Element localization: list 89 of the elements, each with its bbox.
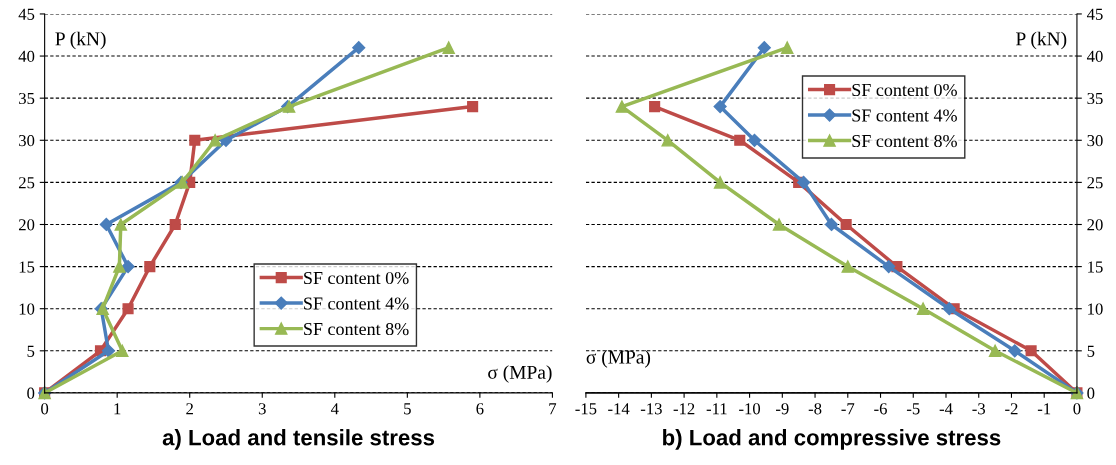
x-tick-label: -4 xyxy=(939,403,953,415)
y2-tick-label: 30 xyxy=(1087,134,1103,147)
point xyxy=(99,217,113,232)
y-tick-label: 30 xyxy=(19,134,35,147)
point xyxy=(144,261,156,273)
point xyxy=(1008,344,1022,358)
point xyxy=(352,41,366,55)
point xyxy=(101,344,116,358)
point xyxy=(116,344,129,358)
y-tick-label: 5 xyxy=(27,345,35,357)
point xyxy=(169,218,181,231)
x-tick-label: -2 xyxy=(1005,403,1018,415)
point xyxy=(757,41,771,55)
point xyxy=(713,100,727,114)
point xyxy=(114,218,128,231)
y-tick-label: 20 xyxy=(18,219,35,231)
point xyxy=(882,260,896,274)
text: b) Load and compressive stress xyxy=(663,429,1001,450)
point xyxy=(988,344,1002,358)
point xyxy=(467,101,479,113)
x-tick-label: 0 xyxy=(1073,403,1081,415)
y2-tick-label: 40 xyxy=(1086,50,1103,62)
point xyxy=(615,100,629,113)
point xyxy=(780,41,794,54)
legend-label: SF content 8% xyxy=(852,134,957,148)
point xyxy=(840,218,852,231)
point xyxy=(824,217,839,232)
point xyxy=(734,134,746,146)
x-tick-label: -15 xyxy=(575,403,597,415)
x-axis-title: σ (MPa) xyxy=(488,365,552,383)
x-tick-label: 1 xyxy=(114,403,121,415)
y-tick-label: 40 xyxy=(18,50,35,62)
x-tick-label: 7 xyxy=(549,403,557,415)
x-tick-label: 5 xyxy=(404,403,411,415)
x-tick-label: -1 xyxy=(1037,403,1051,415)
y-tick-label: 45 xyxy=(18,8,35,20)
point xyxy=(772,218,786,231)
point xyxy=(942,302,956,316)
y2-tick-label: 45 xyxy=(1086,8,1103,20)
text: a) Load and tensile stress xyxy=(162,429,435,450)
legend-label: SF content 4% xyxy=(304,297,409,310)
x-tick-label: 2 xyxy=(186,403,193,415)
legend-label: SF content 8% xyxy=(304,322,409,336)
point xyxy=(649,101,661,113)
y-tick-label: 25 xyxy=(18,177,35,189)
point xyxy=(442,41,455,54)
x-tick-label: -10 xyxy=(739,403,761,415)
x-tick-label: 6 xyxy=(476,403,484,415)
x-tick-label: -6 xyxy=(874,403,887,415)
y-tick-label: 0 xyxy=(27,387,35,399)
legend-label: SF content 0% xyxy=(852,83,957,97)
legend-label: SF content 0% xyxy=(304,271,409,285)
point xyxy=(208,134,222,147)
point xyxy=(797,175,811,189)
point xyxy=(841,260,855,273)
x-tick-label: -8 xyxy=(808,403,822,415)
y2-tick-label: 5 xyxy=(1087,345,1095,357)
x-tick-label: 3 xyxy=(258,403,266,415)
y2-tick-label: 35 xyxy=(1087,92,1103,105)
point xyxy=(916,302,930,315)
y2-tick-label: 10 xyxy=(1088,303,1103,315)
point xyxy=(747,133,762,147)
y2-tick-label: 15 xyxy=(1088,261,1103,273)
point xyxy=(122,303,134,315)
point xyxy=(713,176,727,189)
point xyxy=(1025,345,1037,357)
x-tick-label: -5 xyxy=(906,403,920,415)
y-axis-title: P (kN) xyxy=(55,31,106,50)
y-tick-label: 10 xyxy=(19,303,35,315)
x-tick-label: -3 xyxy=(972,403,986,415)
x-tick-label: -12 xyxy=(673,403,695,415)
y2-tick-label: 0 xyxy=(1087,387,1095,399)
point xyxy=(189,134,201,146)
point xyxy=(661,134,674,147)
y-tick-label: 15 xyxy=(19,261,35,273)
x-tick-label: -13 xyxy=(640,403,662,415)
x-tick-label: -11 xyxy=(706,403,727,415)
x-axis-title: σ (MPa) xyxy=(586,350,651,368)
y2-axis-title: P (kN) xyxy=(1016,31,1067,50)
y-tick-label: 35 xyxy=(19,92,35,105)
x-tick-label: -9 xyxy=(775,403,789,415)
y2-tick-label: 20 xyxy=(1087,219,1103,231)
x-tick-label: -14 xyxy=(608,403,630,415)
x-tick-label: -7 xyxy=(841,403,855,415)
x-tick-label: 4 xyxy=(330,403,339,415)
y2-tick-label: 25 xyxy=(1087,177,1103,189)
x-tick-label: 0 xyxy=(41,403,49,415)
point xyxy=(121,260,135,274)
legend-label: SF content 4% xyxy=(852,109,957,122)
